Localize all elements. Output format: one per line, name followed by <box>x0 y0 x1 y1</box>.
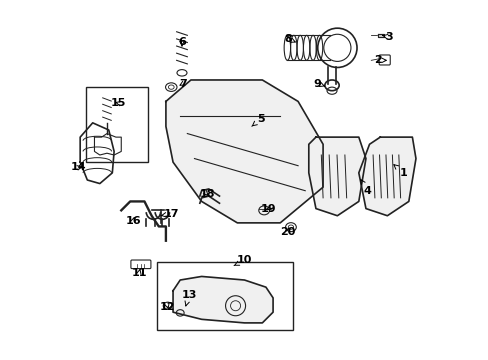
Text: 4: 4 <box>360 180 371 196</box>
Text: 11: 11 <box>131 268 146 278</box>
Text: 13: 13 <box>181 290 196 306</box>
Text: 9: 9 <box>313 78 324 89</box>
Text: 10: 10 <box>234 255 252 266</box>
Text: 1: 1 <box>393 165 407 178</box>
Text: 17: 17 <box>161 209 179 219</box>
Polygon shape <box>358 137 415 216</box>
Text: 5: 5 <box>251 114 264 126</box>
Text: 12: 12 <box>160 302 175 312</box>
Text: 15: 15 <box>111 98 126 108</box>
Text: 18: 18 <box>199 189 214 199</box>
Polygon shape <box>378 33 383 37</box>
Text: 2: 2 <box>374 55 386 65</box>
Polygon shape <box>173 276 272 323</box>
Text: 20: 20 <box>279 227 294 237</box>
Polygon shape <box>308 137 365 216</box>
Text: 14: 14 <box>71 162 86 172</box>
Text: 8: 8 <box>284 34 295 44</box>
Text: 3: 3 <box>382 32 392 42</box>
Text: 16: 16 <box>125 216 141 226</box>
Polygon shape <box>165 80 323 223</box>
Text: 7: 7 <box>179 78 186 89</box>
Text: 6: 6 <box>178 37 185 48</box>
Text: 19: 19 <box>261 203 276 213</box>
